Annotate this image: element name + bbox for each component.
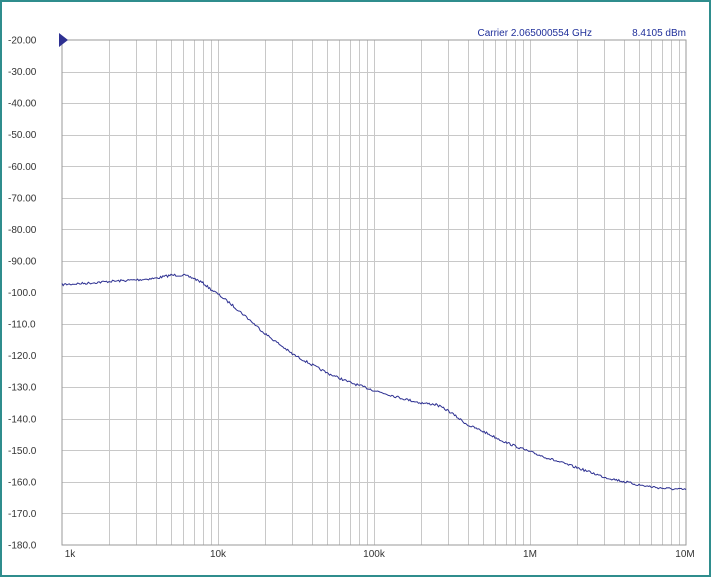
y-tick-label: -30.00 (8, 67, 37, 78)
reference-level-marker (59, 33, 68, 47)
y-tick-label: -170.0 (8, 509, 37, 520)
y-tick-label: -180.0 (8, 541, 37, 552)
y-tick-label: -140.0 (8, 414, 37, 425)
y-tick-label: -50.00 (8, 130, 37, 141)
y-tick-label: -40.00 (8, 99, 37, 110)
x-tick-label: 1k (65, 549, 77, 560)
carrier-frequency-label: Carrier 2.065000554 GHz (477, 28, 592, 39)
y-tick-label: -130.0 (8, 383, 37, 394)
y-tick-label: -20.00 (8, 36, 37, 47)
y-tick-label: -110.0 (8, 320, 36, 331)
x-tick-label: 1M (523, 549, 537, 560)
y-tick-label: -80.00 (8, 225, 37, 236)
y-tick-label: -150.0 (8, 446, 37, 457)
plot-grid (62, 40, 686, 545)
y-tick-label: -100.0 (8, 288, 37, 299)
y-tick-label: -60.00 (8, 162, 37, 173)
y-tick-label: -120.0 (8, 351, 37, 362)
y-axis-labels: -20.00 -30.00 -40.00 -50.00 -60.00 -70.00 -80.… (8, 36, 37, 552)
carrier-power-label: 8.4105 dBm (632, 28, 686, 39)
x-axis-labels: 1k 10k 100k 1M 10M (65, 549, 695, 560)
y-tick-label: -90.00 (8, 256, 37, 267)
y-tick-label: -160.0 (8, 477, 37, 488)
x-tick-label: 10M (675, 549, 694, 560)
y-tick-label: -70.00 (8, 193, 37, 204)
x-tick-label: 100k (363, 549, 386, 560)
x-tick-label: 10k (210, 549, 227, 560)
